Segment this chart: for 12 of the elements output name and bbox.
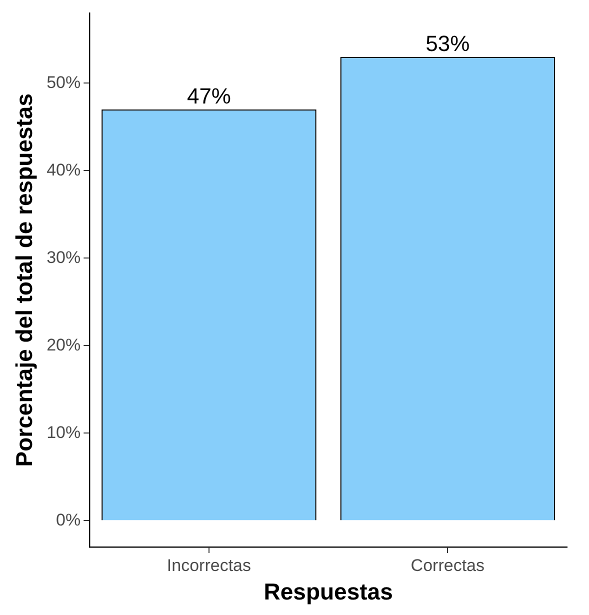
y-tick-label: 20% (46, 335, 81, 354)
y-tick-label: 50% (46, 72, 81, 92)
y-axis-title: Porcentaje del total de respuestas (11, 93, 38, 467)
x-axis-title: Respuestas (264, 578, 393, 605)
y-tick-label: 10% (46, 422, 81, 442)
y-tick-label: 0% (56, 510, 81, 530)
y-tick-label: 30% (46, 248, 81, 267)
x-tick-label: Incorrectas (166, 556, 252, 575)
data-label: 53% (426, 31, 470, 56)
x-tick-label: Correctas (410, 556, 484, 575)
y-tick-label: 40% (46, 160, 81, 180)
data-label: 47% (186, 84, 231, 109)
